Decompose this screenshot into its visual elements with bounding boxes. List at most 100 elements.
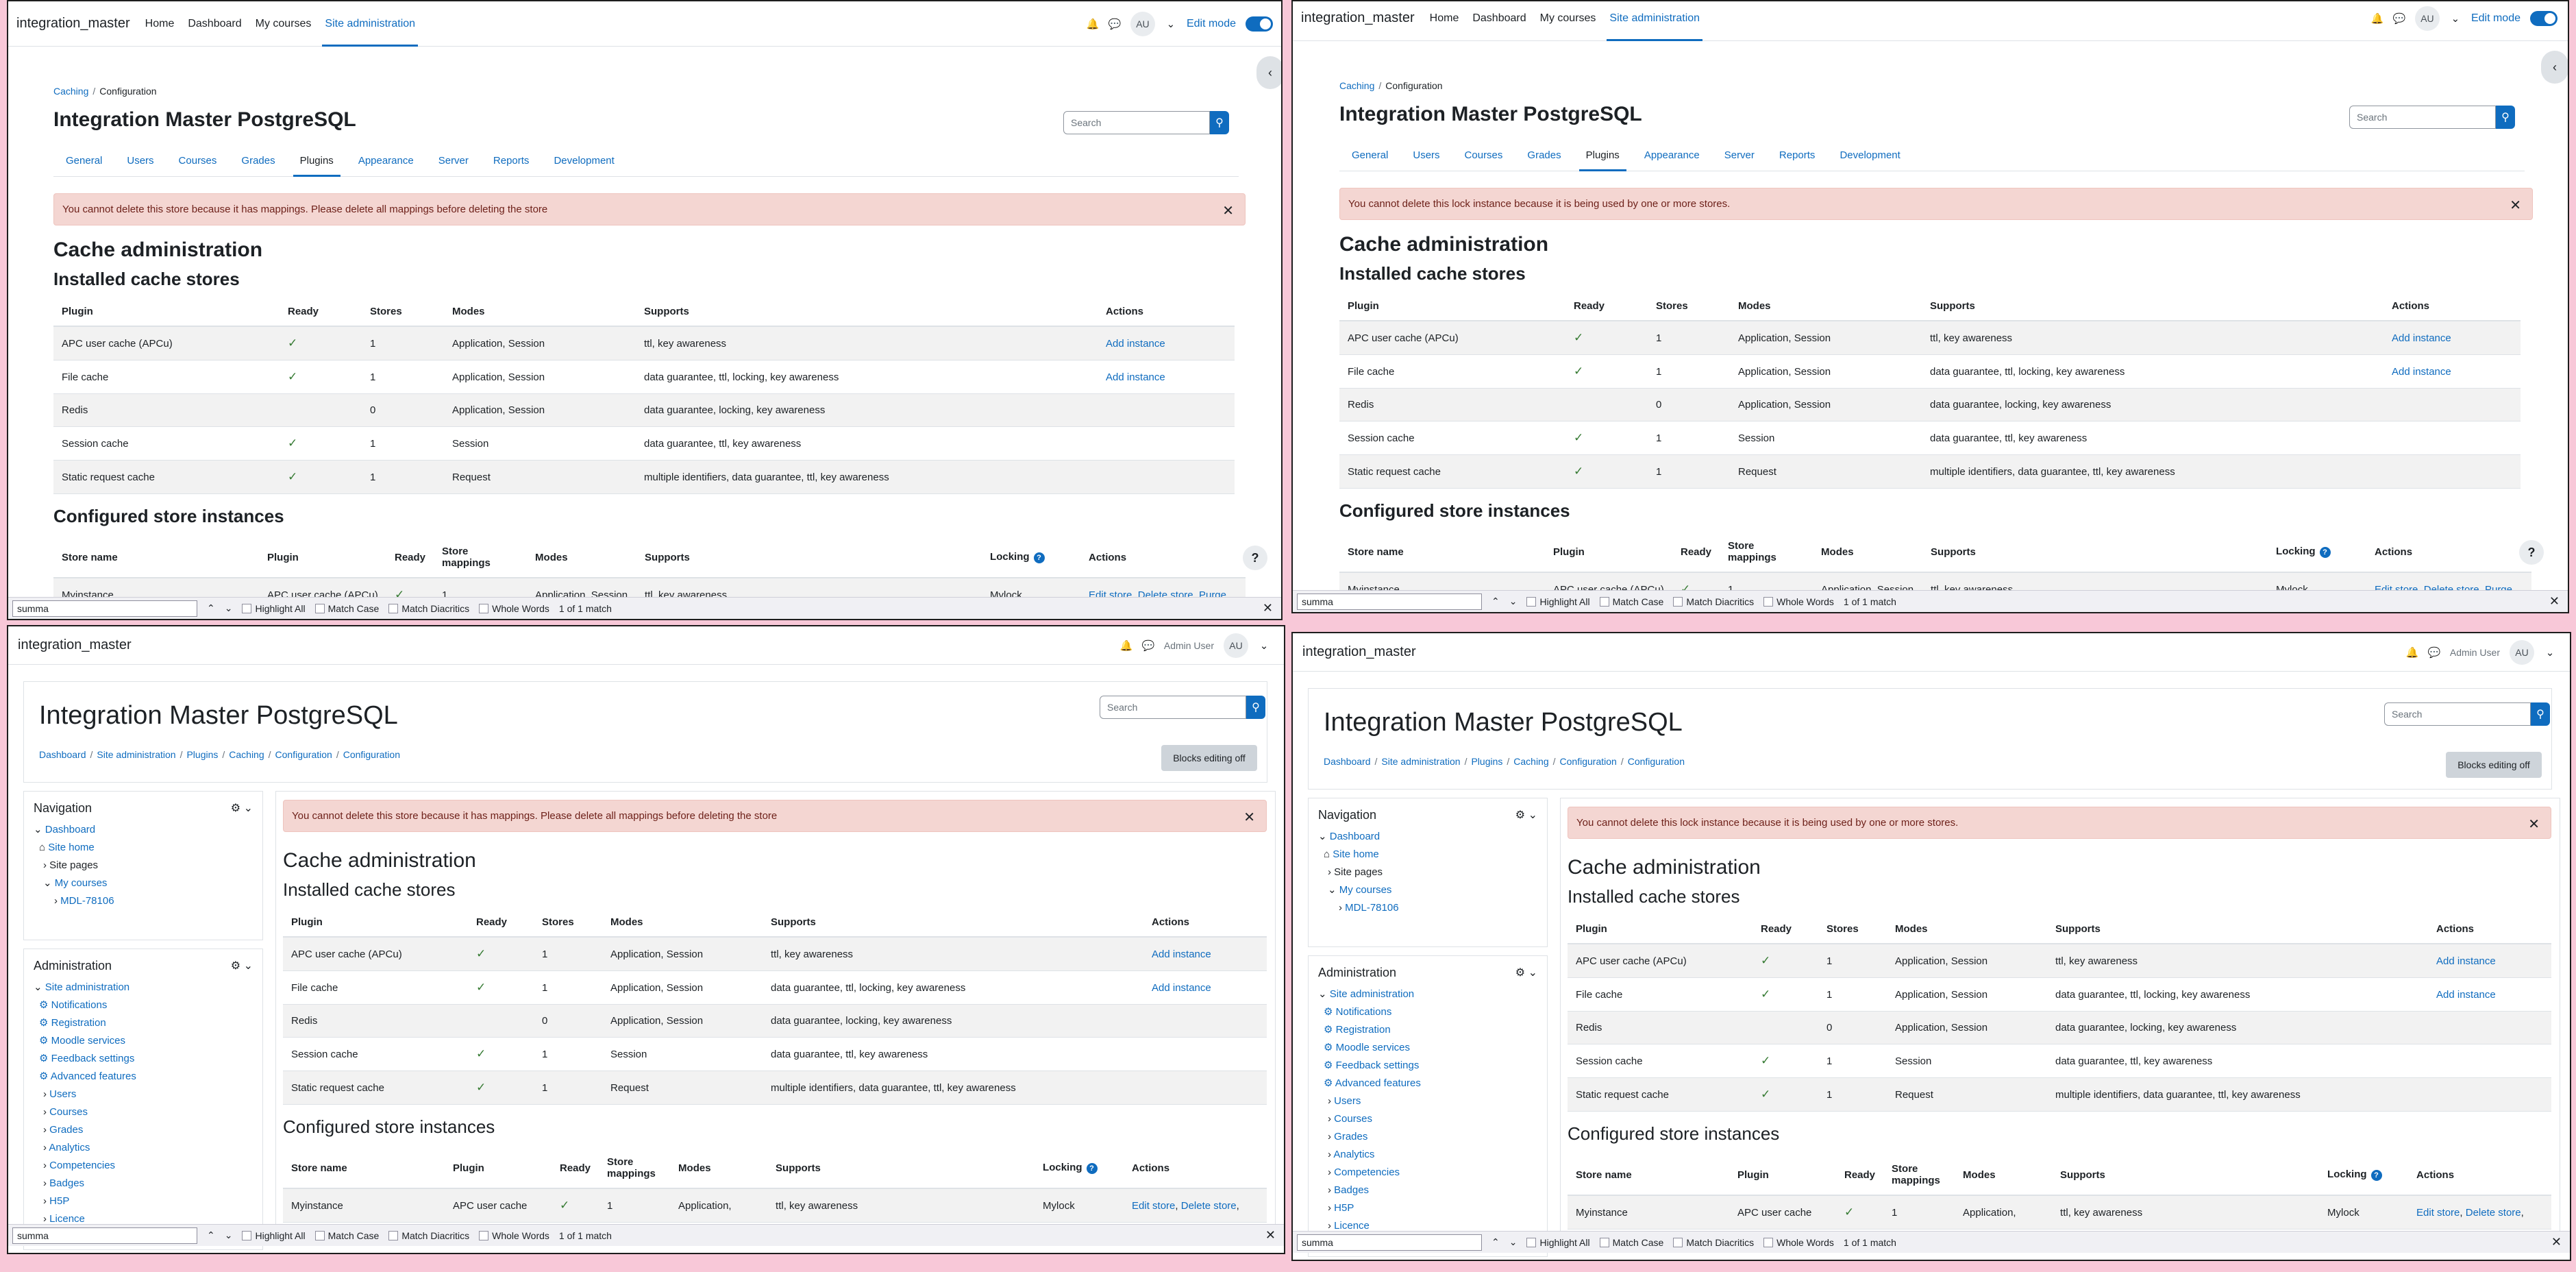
nav-my-courses[interactable]: My courses xyxy=(54,877,108,889)
admin-grades[interactable]: Grades xyxy=(49,1124,84,1136)
find-input[interactable]: summa xyxy=(12,600,197,617)
chevron-right-icon[interactable]: › xyxy=(1328,1202,1331,1214)
find-previous-icon[interactable]: ⌃ xyxy=(1491,1236,1500,1247)
blocks-editing-button[interactable]: Blocks editing off xyxy=(2446,752,2542,778)
nav-home[interactable]: Home xyxy=(145,17,175,29)
nav-site-administration[interactable]: Site administration xyxy=(322,1,418,47)
bell-icon[interactable]: 🔔 xyxy=(2405,647,2419,659)
chevron-down-icon[interactable]: ⌄ xyxy=(1328,884,1337,896)
chevron-right-icon[interactable]: › xyxy=(54,895,58,907)
nav-site-home[interactable]: Site home xyxy=(48,842,95,853)
info-icon[interactable]: ? xyxy=(1033,552,1045,563)
edit-mode-toggle[interactable] xyxy=(1246,16,1273,32)
chevron-down-icon[interactable]: ⌄ xyxy=(43,877,52,889)
bell-icon[interactable]: 🔔 xyxy=(2370,13,2384,25)
add-instance-link[interactable]: Add instance xyxy=(1152,948,1211,960)
match-diacritics-checkbox[interactable]: Match Diacritics xyxy=(388,1230,469,1241)
tab-appearance[interactable]: Appearance xyxy=(1644,149,1700,161)
admin-registration[interactable]: Registration xyxy=(1335,1024,1391,1036)
avatar[interactable]: AU xyxy=(2414,6,2440,31)
match-diacritics-checkbox[interactable]: Match Diacritics xyxy=(1673,596,1754,607)
blocks-editing-button[interactable]: Blocks editing off xyxy=(1161,745,1257,771)
tab-development[interactable]: Development xyxy=(554,155,615,167)
add-instance-link[interactable]: Add instance xyxy=(2392,365,2451,378)
highlight-all-checkbox[interactable]: Highlight All xyxy=(242,1230,305,1241)
tab-general[interactable]: General xyxy=(1352,149,1389,161)
admin-analytics[interactable]: Analytics xyxy=(1333,1149,1375,1160)
match-case-checkbox[interactable]: Match Case xyxy=(315,603,380,614)
nav-my-courses[interactable]: My courses xyxy=(255,17,312,29)
chevron-right-icon[interactable]: › xyxy=(1339,902,1342,914)
user-name[interactable]: Admin User xyxy=(1163,640,1214,651)
avatar[interactable]: AU xyxy=(2510,640,2534,665)
messages-icon[interactable]: 💬 xyxy=(1141,640,1155,652)
search-icon[interactable]: ⚲ xyxy=(2531,702,2550,726)
drawer-toggle-button[interactable]: ‹ xyxy=(1256,56,1281,89)
admin-badges[interactable]: Badges xyxy=(1334,1184,1370,1196)
breadcrumb-plugins[interactable]: Plugins xyxy=(1471,756,1503,767)
match-diacritics-checkbox[interactable]: Match Diacritics xyxy=(388,603,469,614)
chevron-right-icon[interactable]: › xyxy=(1328,1131,1331,1142)
messages-icon[interactable]: 💬 xyxy=(2427,647,2441,659)
breadcrumb-dashboard[interactable]: Dashboard xyxy=(39,749,86,760)
breadcrumb-configuration-current[interactable]: Configuration xyxy=(1627,756,1685,767)
delete-store-link[interactable]: Delete store xyxy=(2465,1206,2521,1219)
breadcrumb-caching[interactable]: Caching xyxy=(1513,756,1549,767)
admin-competencies[interactable]: Competencies xyxy=(49,1160,116,1171)
gear-icon[interactable]: ⚙ ⌄ xyxy=(1515,809,1537,821)
chevron-down-icon[interactable]: ⌄ xyxy=(1259,640,1269,652)
chevron-right-icon[interactable]: › xyxy=(1328,1220,1331,1232)
whole-words-checkbox[interactable]: Whole Words xyxy=(479,603,549,614)
admin-notifications[interactable]: Notifications xyxy=(1335,1006,1392,1018)
nav-dashboard[interactable]: Dashboard xyxy=(1472,12,1526,24)
nav-course[interactable]: MDL-78106 xyxy=(60,895,114,907)
chevron-right-icon[interactable]: › xyxy=(1328,1149,1331,1160)
add-instance-link[interactable]: Add instance xyxy=(2436,988,2496,1001)
admin-licence[interactable]: Licence xyxy=(1334,1220,1370,1232)
nav-home[interactable]: Home xyxy=(1429,12,1459,24)
admin-feedback-settings[interactable]: Feedback settings xyxy=(1335,1060,1420,1071)
chevron-right-icon[interactable]: › xyxy=(1328,1113,1331,1125)
chevron-right-icon[interactable]: › xyxy=(43,1160,47,1171)
breadcrumb-caching[interactable]: Caching xyxy=(1339,80,1375,91)
tab-courses[interactable]: Courses xyxy=(178,155,217,167)
tab-users[interactable]: Users xyxy=(127,155,154,167)
breadcrumb-configuration[interactable]: Configuration xyxy=(1559,756,1617,767)
site-brand[interactable]: integration_master xyxy=(16,16,130,31)
admin-h5p[interactable]: H5P xyxy=(1334,1202,1354,1214)
find-previous-icon[interactable]: ⌃ xyxy=(207,602,215,613)
tab-reports[interactable]: Reports xyxy=(493,155,530,167)
tab-server[interactable]: Server xyxy=(438,155,469,167)
admin-licence[interactable]: Licence xyxy=(49,1213,85,1225)
find-input[interactable]: summa xyxy=(12,1227,197,1244)
find-input[interactable]: summa xyxy=(1297,593,1482,610)
whole-words-checkbox[interactable]: Whole Words xyxy=(1763,596,1834,607)
close-icon[interactable]: ✕ xyxy=(2510,198,2521,213)
chevron-right-icon[interactable]: › xyxy=(43,859,47,871)
admin-grades[interactable]: Grades xyxy=(1334,1131,1368,1142)
chevron-right-icon[interactable]: › xyxy=(1328,1184,1331,1196)
bell-icon[interactable]: 🔔 xyxy=(1119,640,1133,652)
nav-course[interactable]: MDL-78106 xyxy=(1345,902,1399,914)
admin-registration[interactable]: Registration xyxy=(51,1017,106,1029)
admin-moodle-services[interactable]: Moodle services xyxy=(1335,1042,1411,1053)
chevron-right-icon[interactable]: › xyxy=(43,1195,47,1207)
chevron-down-icon[interactable]: ⌄ xyxy=(34,824,42,835)
tab-grades[interactable]: Grades xyxy=(241,155,275,167)
chevron-right-icon[interactable]: › xyxy=(43,1213,47,1225)
close-icon[interactable]: ✕ xyxy=(1265,1228,1276,1242)
search-icon[interactable]: ⚲ xyxy=(1210,111,1229,134)
tab-general[interactable]: General xyxy=(66,155,103,167)
highlight-all-checkbox[interactable]: Highlight All xyxy=(242,603,305,614)
search-icon[interactable]: ⚲ xyxy=(2496,106,2515,129)
breadcrumb-configuration-current[interactable]: Configuration xyxy=(343,749,400,760)
whole-words-checkbox[interactable]: Whole Words xyxy=(1763,1237,1834,1248)
info-icon[interactable]: ? xyxy=(2370,1170,2382,1181)
breadcrumb-site-administration[interactable]: Site administration xyxy=(97,749,176,760)
chevron-down-icon[interactable]: ⌄ xyxy=(1318,831,1327,842)
gear-icon[interactable]: ⚙ ⌄ xyxy=(230,803,253,814)
chevron-down-icon[interactable]: ⌄ xyxy=(34,981,42,993)
edit-mode-toggle[interactable] xyxy=(2530,11,2558,26)
search-input[interactable]: Search xyxy=(2384,702,2531,726)
nav-my-courses[interactable]: My courses xyxy=(1339,884,1392,896)
